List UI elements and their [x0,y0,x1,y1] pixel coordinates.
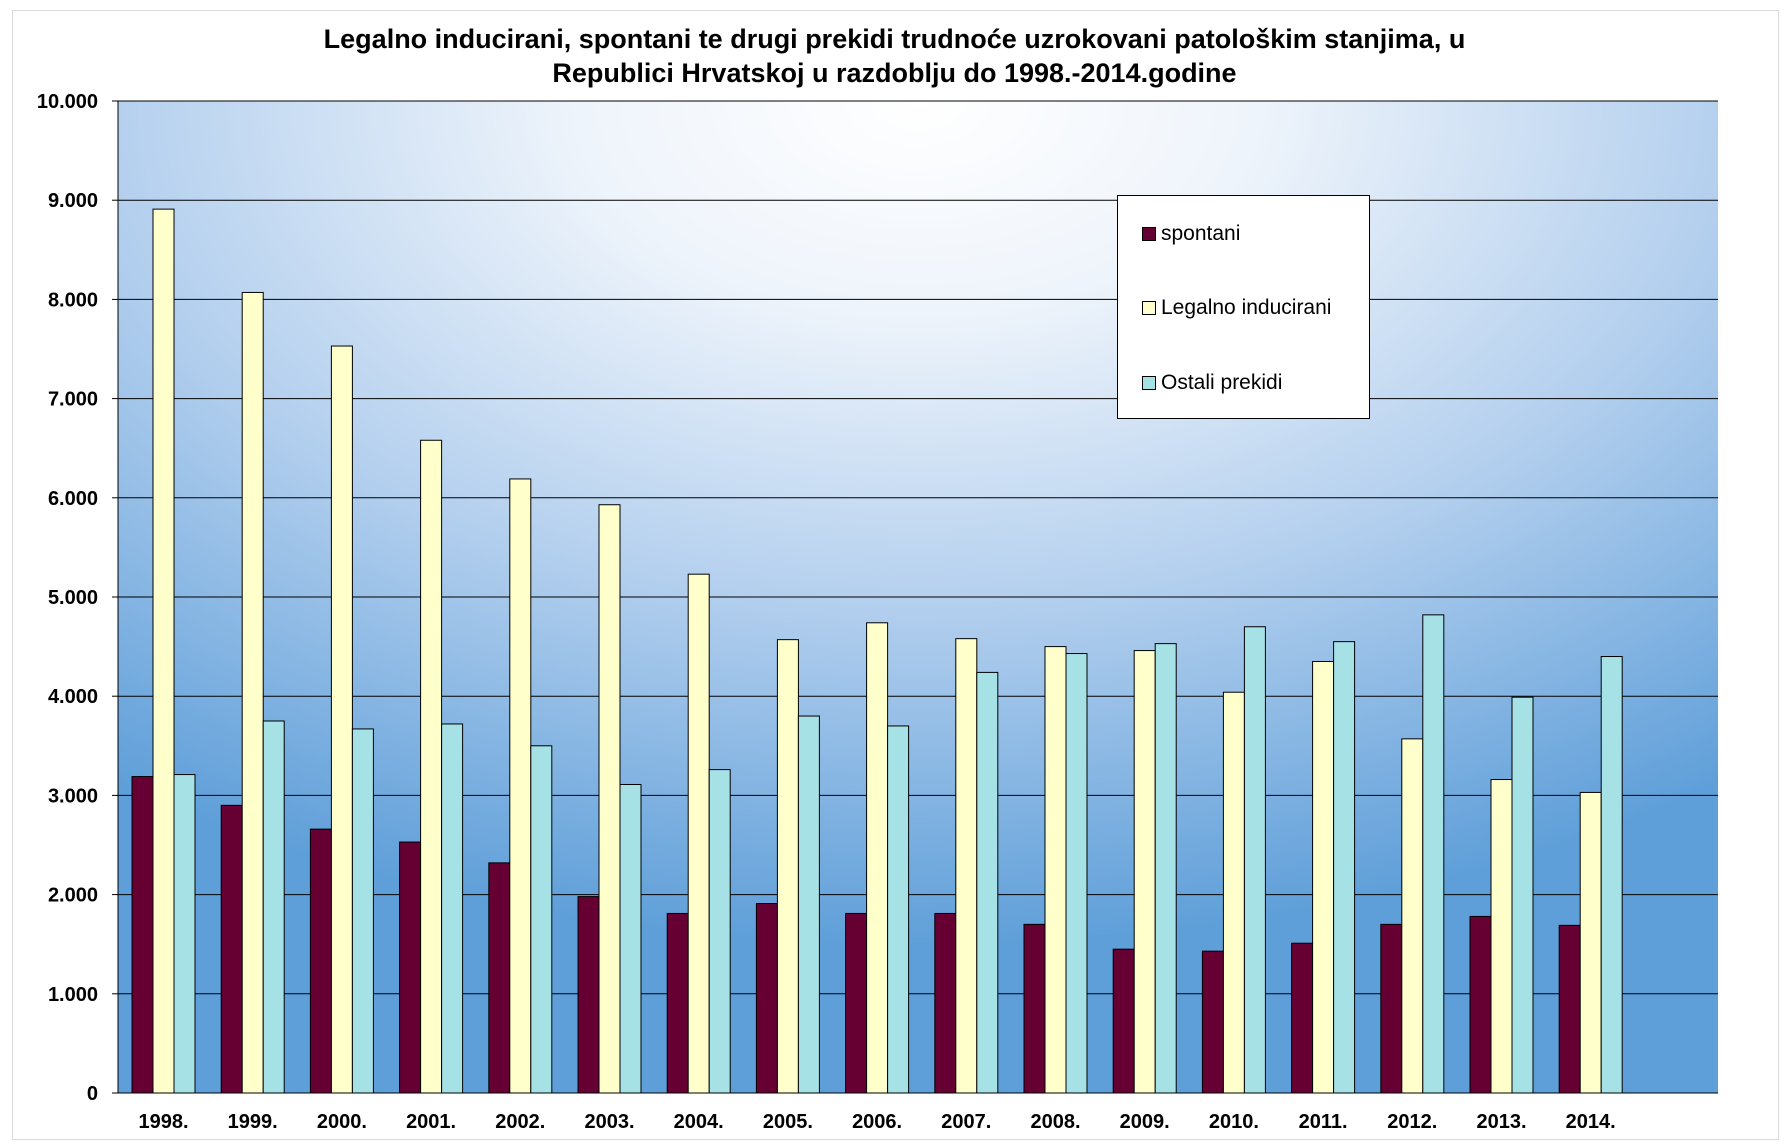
legend-item-legalno-inducirani: Legalno inducirani [1142,294,1331,322]
y-tick-label: 6.000 [48,488,98,510]
y-tick-label: 3.000 [48,785,98,807]
bar-legalno-inducirani-2005 [776,639,799,1094]
x-tick-label: 2013. [1476,1111,1526,1133]
axes [112,100,1718,1094]
y-tick-label: 4.000 [48,686,98,708]
x-tick-label: 2006. [852,1111,902,1133]
bars [131,208,1623,1094]
bar-legalno-inducirani-1998 [152,208,175,1094]
x-tick-label: 1999. [228,1111,278,1133]
bar-spontani-2013 [1469,915,1492,1094]
bar-ostali-prekidi-2010 [1243,626,1266,1094]
bar-ostali-prekidi-2008 [1065,653,1088,1094]
bar-ostali-prekidi-2005 [797,715,820,1094]
x-tick-label: 2005. [763,1111,813,1133]
bar-spontani-1999 [220,804,243,1094]
bar-ostali-prekidi-2002 [530,745,553,1094]
y-tick-label: 10.000 [37,91,98,113]
x-tick-label: 2014. [1566,1111,1616,1133]
y-tick-label: 8.000 [48,289,98,311]
x-tick-label: 1998. [138,1111,188,1133]
bar-ostali-prekidi-1998 [173,774,196,1094]
x-tick-label: 2004. [674,1111,724,1133]
bar-legalno-inducirani-1999 [241,291,264,1094]
y-tick-label: 7.000 [48,389,98,411]
chart-title-line-1: Legalno inducirani, spontani te drugi pr… [323,24,1466,54]
bar-ostali-prekidi-2012 [1422,614,1445,1094]
bar-ostali-prekidi-2006 [887,725,910,1094]
bar-ostali-prekidi-2003 [619,783,642,1094]
bar-spontani-2011 [1291,942,1314,1094]
chart-title: Legalno inducirani, spontani te drugi pr… [0,22,1789,90]
bar-legalno-inducirani-2009 [1133,650,1156,1094]
legend-swatch-ostali-prekidi [1142,376,1156,390]
bar-legalno-inducirani-2010 [1222,691,1245,1094]
bar-legalno-inducirani-2004 [687,573,710,1094]
bar-ostali-prekidi-2014 [1600,656,1623,1094]
y-tick-label: 1.000 [48,984,98,1006]
bar-spontani-2006 [845,912,868,1094]
bar-legalno-inducirani-2002 [509,478,532,1094]
bar-spontani-2014 [1558,924,1581,1094]
bar-ostali-prekidi-1999 [262,720,285,1094]
legend-swatch-spontani [1142,227,1156,241]
legend-label-ostali-prekidi: Ostali prekidi [1161,371,1283,394]
bar-ostali-prekidi-2009 [1154,643,1177,1094]
bar-legalno-inducirani-2001 [420,439,443,1094]
legend-item-ostali-prekidi: Ostali prekidi [1142,369,1282,397]
bar-legalno-inducirani-2008 [1044,646,1067,1094]
x-tick-label: 2003. [584,1111,634,1133]
bar-spontani-2004 [666,912,689,1094]
bar-ostali-prekidi-2001 [441,723,464,1094]
x-tick-label: 2008. [1030,1111,1080,1133]
x-tick-label: 2011. [1299,1111,1348,1133]
bar-ostali-prekidi-2007 [976,671,999,1094]
bar-spontani-2012 [1380,923,1403,1094]
x-tick-label: 2000. [317,1111,367,1133]
x-axis-tick-labels: 1998. 1999. 2000. 2001. 2002. 2003. 2004. 2005.… [138,1111,1615,1133]
bar-legalno-inducirani-2013 [1490,779,1513,1094]
legend-swatch-legalno-inducirani [1142,301,1156,315]
bar-legalno-inducirani-2012 [1401,738,1424,1094]
y-tick-label: 9.000 [48,190,98,212]
bar-ostali-prekidi-2013 [1511,696,1534,1094]
x-tick-label: 2010. [1209,1111,1259,1133]
legend-item-spontani: spontani [1142,220,1240,248]
y-tick-label: 2.000 [48,885,98,907]
bar-spontani-2000 [309,828,332,1094]
bar-legalno-inducirani-2007 [955,638,978,1094]
x-tick-label: 2001. [406,1111,456,1133]
bar-spontani-1998 [131,776,154,1094]
bar-legalno-inducirani-2000 [330,345,353,1094]
bar-spontani-2008 [1023,923,1046,1094]
bar-legalno-inducirani-2006 [866,622,889,1094]
bar-spontani-2002 [488,862,511,1094]
bar-legalno-inducirani-2003 [598,504,621,1094]
bar-spontani-2007 [934,912,957,1094]
bar-legalno-inducirani-2011 [1312,660,1335,1094]
bar-ostali-prekidi-2000 [351,728,374,1094]
bar-spontani-2010 [1201,950,1224,1094]
legend-label-legalno-inducirani: Legalno inducirani [1161,296,1332,319]
bar-spontani-2005 [755,903,778,1094]
x-tick-label: 2002. [495,1111,545,1133]
x-tick-label: 2009. [1120,1111,1170,1133]
y-tick-label: 0 [87,1083,98,1105]
legend: spontani Legalno inducirani Ostali preki… [1117,195,1370,419]
y-tick-label: 5.000 [48,587,98,609]
gridlines [118,100,1718,995]
y-axis-tick-labels: 0 1.000 2.000 3.000 4.000 5.000 6.000 7.000 8.00… [37,91,98,1105]
bar-spontani-2009 [1112,948,1135,1094]
bar-spontani-2003 [577,896,600,1094]
x-tick-label: 2007. [941,1111,991,1133]
chart-title-line-2: Republici Hrvatskoj u razdoblju do 1998.… [552,58,1237,88]
bar-ostali-prekidi-2011 [1333,641,1356,1094]
legend-label-spontani: spontani [1161,222,1241,245]
bar-spontani-2001 [399,841,422,1094]
bar-ostali-prekidi-2004 [708,769,731,1094]
x-tick-label: 2012. [1387,1111,1437,1133]
bar-legalno-inducirani-2014 [1579,791,1602,1094]
